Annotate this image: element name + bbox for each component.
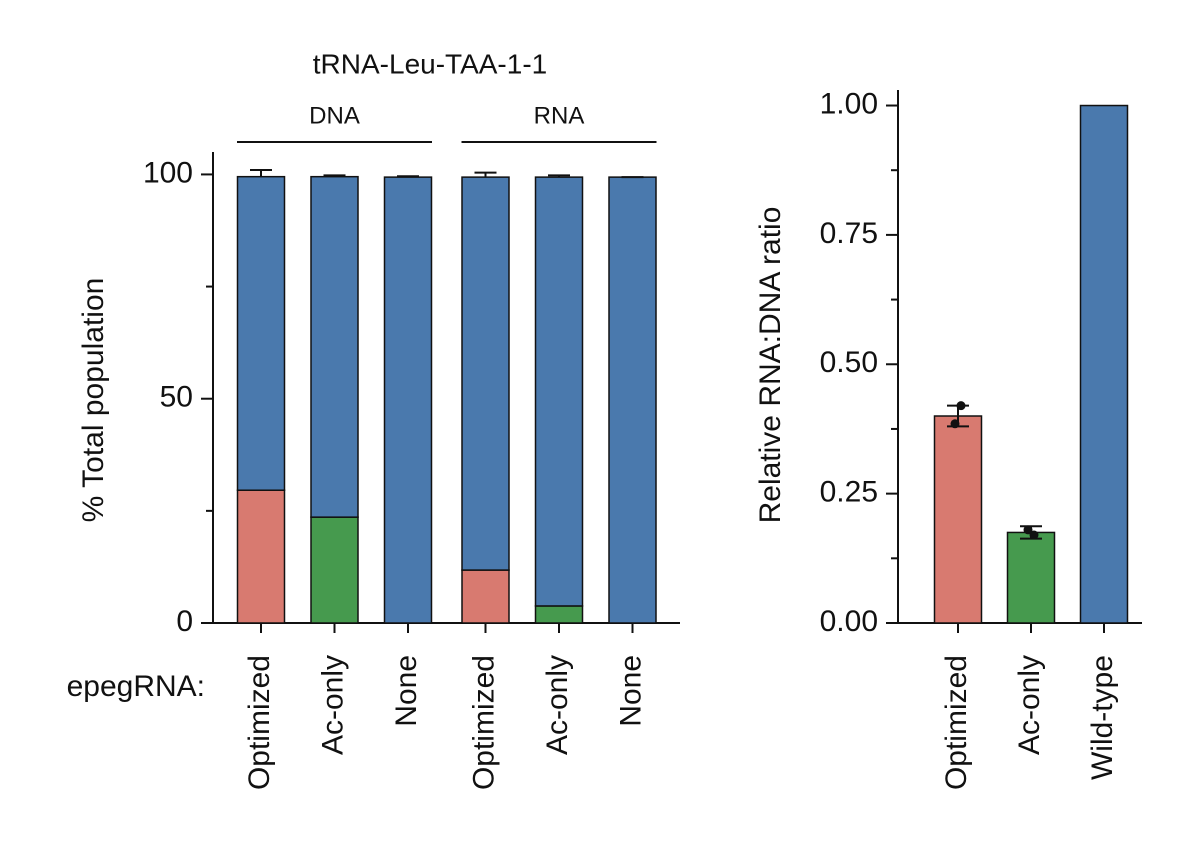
group-label: RNA	[534, 102, 585, 129]
y-axis-label: Relative RNA:DNA ratio	[754, 207, 787, 524]
data-point	[1023, 525, 1033, 535]
bar	[933, 415, 983, 624]
bar-segment	[383, 176, 433, 624]
bar-segment	[534, 176, 584, 607]
x-tick-label: Ac-only	[1013, 655, 1046, 755]
y-tick-label: 50	[160, 381, 193, 414]
bar-segment	[236, 489, 286, 624]
x-tick-label: None	[390, 655, 423, 727]
bar-segment	[608, 176, 657, 624]
bar	[1079, 104, 1129, 624]
data-point	[950, 419, 960, 429]
bar-segment	[461, 569, 510, 624]
bar	[1006, 531, 1056, 624]
y-tick-label: 1.00	[820, 87, 878, 120]
y-axis-label: % Total population	[77, 278, 110, 523]
bar-segment	[236, 175, 286, 491]
bar-segment	[310, 175, 359, 518]
y-tick-label: 0.50	[820, 346, 878, 379]
bar-segment	[534, 605, 584, 624]
bar-segment	[310, 516, 359, 624]
x-tick-label: Optimized	[467, 655, 500, 790]
bar-segment	[461, 176, 510, 571]
group-label: DNA	[309, 102, 360, 129]
y-tick-label: 0.75	[820, 217, 878, 250]
x-tick-label: Optimized	[940, 655, 973, 790]
data-point	[956, 401, 966, 411]
data-point	[1029, 530, 1039, 540]
chart-title: tRNA-Leu-TAA-1-1	[313, 48, 547, 79]
y-tick-label: 100	[143, 156, 193, 189]
y-tick-label: 0.00	[820, 605, 878, 638]
y-tick-label: 0.25	[820, 476, 878, 509]
x-tick-label: Optimized	[243, 655, 276, 790]
x-tick-label: Ac-only	[541, 655, 574, 755]
x-axis-label: epegRNA:	[67, 670, 205, 703]
x-tick-label: Wild-type	[1086, 655, 1119, 780]
y-tick-label: 0	[176, 605, 193, 638]
x-tick-label: None	[614, 655, 647, 727]
x-tick-label: Ac-only	[316, 655, 349, 755]
